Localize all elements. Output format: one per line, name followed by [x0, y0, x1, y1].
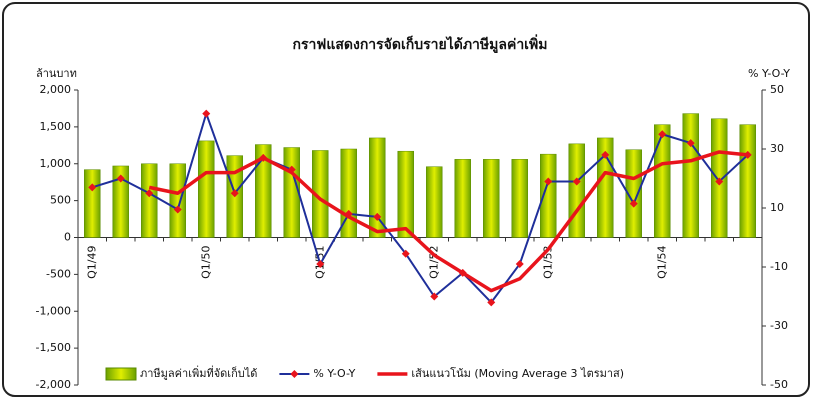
- y-tick-label: 0: [64, 231, 71, 244]
- y-tick-label: -1,500: [36, 341, 71, 354]
- legend-label: เส้นแนวโน้ม (Moving Average 3 ไตรมาส): [411, 366, 624, 380]
- bar: [483, 159, 500, 238]
- line-series: [91, 112, 749, 304]
- bar: [682, 113, 699, 238]
- y2-tick-label: -50: [770, 378, 788, 391]
- y2-axis-label: % Y-O-Y: [748, 67, 790, 80]
- point: [202, 109, 211, 118]
- bar: [141, 163, 158, 238]
- point: [715, 177, 724, 186]
- bar: [454, 159, 471, 238]
- bar: [283, 147, 300, 238]
- point: [629, 199, 638, 208]
- point: [230, 189, 239, 198]
- bar: [255, 144, 272, 238]
- point: [658, 130, 667, 139]
- point: [572, 177, 581, 186]
- point: [316, 260, 325, 269]
- y2-tick-label: 10: [770, 201, 784, 214]
- y2-tick-label: -30: [770, 319, 788, 332]
- bar: [511, 159, 528, 238]
- chart-title: กราฟแสดงการจัดเก็บรายได้ภาษีมูลค่าเพิ่ม: [293, 34, 548, 53]
- y-tick-label: 1,000: [40, 157, 72, 170]
- legend-label: % Y-O-Y: [313, 367, 355, 380]
- bar: [84, 169, 101, 238]
- x-tick-label: Q1/50: [199, 246, 212, 279]
- point: [487, 298, 496, 307]
- point: [116, 174, 125, 183]
- bar: [112, 165, 129, 238]
- x-tick-label: Q1/49: [85, 246, 98, 279]
- bar: [739, 124, 756, 238]
- point: [430, 292, 439, 301]
- y-tick-label: 500: [50, 194, 71, 207]
- legend-swatch: [105, 367, 137, 381]
- point: [544, 177, 553, 186]
- bar: [397, 150, 414, 238]
- line-series: [148, 150, 748, 293]
- bar: [169, 163, 186, 238]
- x-tick-label: Q1/54: [655, 246, 668, 279]
- point: [173, 205, 182, 214]
- legend-marker: [290, 370, 299, 378]
- y-axis-label: ล้านบาท: [36, 67, 77, 80]
- y-tick-label: 2,000: [40, 83, 72, 96]
- bar: [426, 166, 443, 238]
- point: [686, 139, 695, 148]
- y-tick-label: 1,500: [40, 120, 72, 133]
- bar: [654, 124, 671, 238]
- point: [88, 183, 97, 192]
- bar: [568, 143, 585, 238]
- y2-tick-label: 50: [770, 83, 784, 96]
- point: [601, 150, 610, 159]
- legend-label: ภาษีมูลค่าเพิ่มที่จัดเก็บได้: [140, 365, 257, 380]
- y-tick-label: -500: [46, 267, 71, 280]
- bar: [540, 153, 557, 238]
- point: [145, 189, 154, 198]
- point: [401, 249, 410, 258]
- y-tick-label: -2,000: [36, 378, 71, 391]
- y-tick-label: -1,000: [36, 304, 71, 317]
- point: [373, 212, 382, 221]
- y2-tick-label: -10: [770, 260, 788, 273]
- bar: [625, 149, 642, 238]
- y2-tick-label: 30: [770, 142, 784, 155]
- point: [515, 260, 524, 269]
- bar: [198, 140, 215, 238]
- bar: [369, 137, 386, 238]
